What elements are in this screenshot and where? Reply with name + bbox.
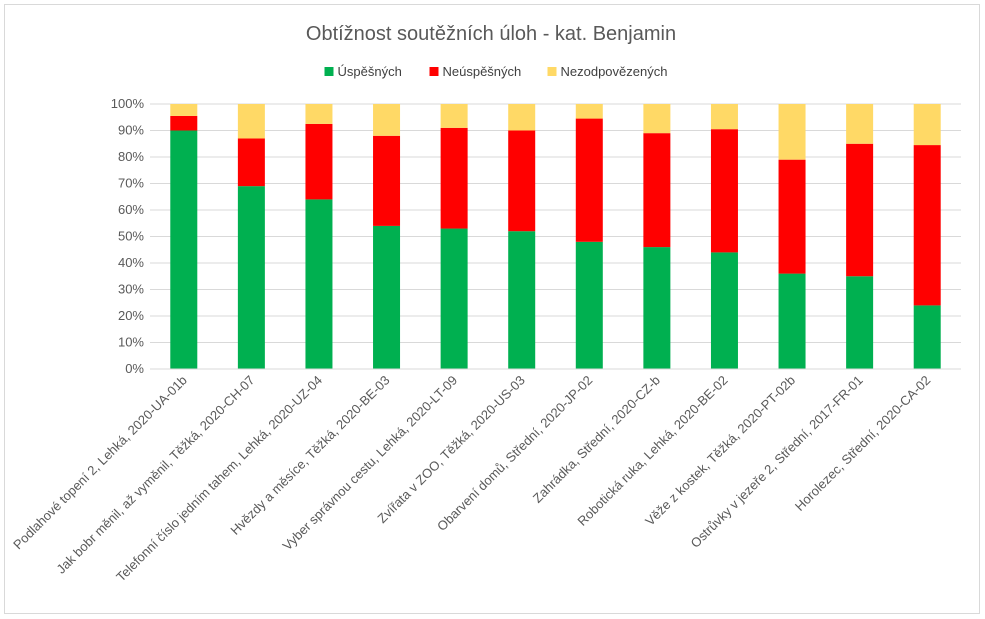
- bar-segment-2: [913, 104, 941, 146]
- bar-segment-0: [778, 273, 806, 369]
- bar-segment-1: [913, 145, 941, 306]
- bar-segment-0: [508, 231, 536, 369]
- bar-segment-2: [846, 104, 874, 144]
- bar-segment-1: [778, 159, 806, 274]
- chart-title: Obtížnost soutěžních úloh - kat. Benjami…: [306, 23, 676, 45]
- bar-segment-2: [710, 104, 738, 130]
- bar-segment-1: [305, 123, 333, 200]
- bar-segment-1: [373, 135, 401, 226]
- x-tick-label: Věže z kostek, Těžká, 2020-PT-02b: [642, 373, 798, 529]
- y-tick-label: 100%: [111, 96, 145, 111]
- bar-segment-1: [575, 118, 603, 242]
- bar-segment-0: [913, 305, 941, 369]
- gridlines: [150, 103, 961, 343]
- bar-segment-0: [170, 130, 198, 369]
- x-axis: Podlahové topení 2, Lehká, 2020-UA-01bJa…: [10, 373, 933, 585]
- y-axis: 0% 10% 20% 30% 40% 50% 60% 70% 80% 90% 100%: [111, 96, 145, 376]
- chart-area: [4, 4, 980, 614]
- legend-label-0: Úspěšných: [338, 64, 402, 79]
- y-tick-label: 10%: [118, 335, 144, 350]
- x-tick-label: Robotická ruka, Lehká, 2020-BE-02: [574, 373, 730, 529]
- bar-segment-0: [373, 225, 401, 369]
- bar-segment-1: [440, 127, 468, 229]
- legend-swatch-1: [429, 67, 439, 76]
- bar-segment-0: [237, 186, 265, 369]
- bar-segment-2: [373, 104, 401, 136]
- legend-swatch-2: [547, 67, 557, 76]
- x-tick-label: Zahrádka, Střední, 2020-CZ-b: [530, 373, 663, 506]
- bar-segment-0: [710, 252, 738, 369]
- bar-segment-2: [643, 104, 671, 134]
- bar-segment-0: [440, 228, 468, 369]
- bar-segment-2: [508, 104, 536, 131]
- bars: [170, 104, 941, 369]
- y-tick-label: 50%: [118, 229, 144, 244]
- bar-segment-1: [710, 129, 738, 253]
- bar-segment-2: [237, 104, 265, 139]
- bar-segment-0: [846, 276, 874, 369]
- bar-segment-0: [305, 199, 333, 369]
- x-tick-label: Horolezec, Střední, 2020-CA-02: [792, 373, 933, 514]
- bar-segment-1: [508, 130, 536, 232]
- y-tick-label: 40%: [118, 255, 144, 270]
- y-tick-label: 30%: [118, 282, 144, 297]
- y-tick-label: 90%: [118, 123, 144, 138]
- legend: Úspěšných Neúspěšných Nezodpovězených: [324, 64, 668, 79]
- bar-segment-2: [440, 104, 468, 128]
- legend-swatch-0: [324, 67, 334, 76]
- bar-segment-0: [575, 241, 603, 369]
- bar-segment-1: [643, 133, 671, 248]
- bar-segment-1: [846, 143, 874, 277]
- bar-segment-2: [575, 104, 603, 119]
- bar-segment-1: [237, 138, 265, 187]
- bar-segment-0: [643, 247, 671, 369]
- bar-segment-2: [170, 104, 198, 116]
- y-tick-label: 20%: [118, 308, 144, 323]
- bar-segment-2: [778, 104, 806, 160]
- bar-segment-1: [170, 115, 198, 131]
- bar-segment-2: [305, 104, 333, 124]
- x-tick-label: Zvířata v ZOO, Těžká, 2020-US-03: [374, 373, 527, 526]
- y-tick-label: 70%: [118, 176, 144, 191]
- legend-label-2: Nezodpovězených: [561, 64, 668, 79]
- legend-label-1: Neúspěšných: [443, 64, 522, 79]
- y-tick-label: 60%: [118, 202, 144, 217]
- y-tick-label: 80%: [118, 149, 144, 164]
- y-tick-label: 0%: [125, 361, 144, 376]
